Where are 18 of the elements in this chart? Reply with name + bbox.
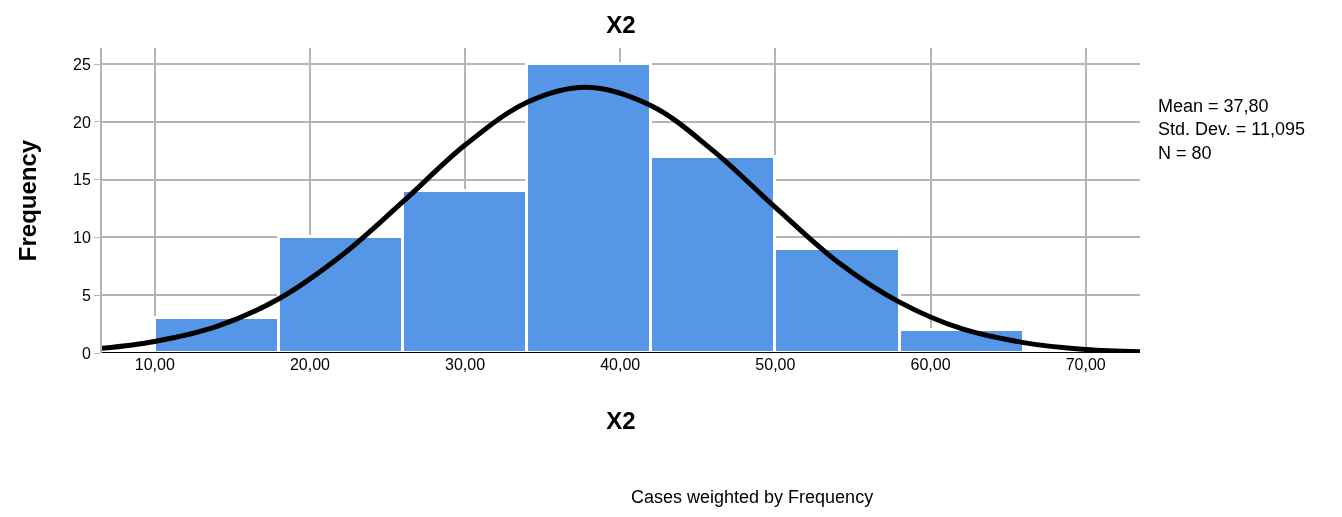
y-axis-title: Frequency — [13, 139, 41, 262]
x-tick-label: 70,00 — [1065, 356, 1106, 373]
y-tick-label: 20 — [73, 113, 91, 131]
x-tick-label: 50,00 — [755, 356, 796, 373]
y-tick-label: 10 — [73, 229, 91, 247]
x-tick-label: 20,00 — [289, 356, 331, 373]
y-tick-label: 15 — [73, 171, 91, 189]
text: Mean = 37,80 Std. Dev. = 11,095 N = 80 — [1158, 96, 1305, 163]
y-tick-label: 0 — [81, 344, 91, 362]
y-tick-label: 25 — [73, 55, 91, 73]
x-tick-label: 60,00 — [910, 356, 951, 373]
x-tick-label: 40,00 — [600, 356, 641, 373]
chart-title: X2 — [606, 11, 636, 39]
x-tick-label: 10,00 — [134, 356, 175, 373]
y-tick-label: 5 — [81, 286, 91, 304]
x-axis-title: X2 — [606, 407, 636, 435]
x-tick-label: 30,00 — [445, 356, 486, 373]
text: Cases weighted by Frequency — [631, 487, 874, 507]
